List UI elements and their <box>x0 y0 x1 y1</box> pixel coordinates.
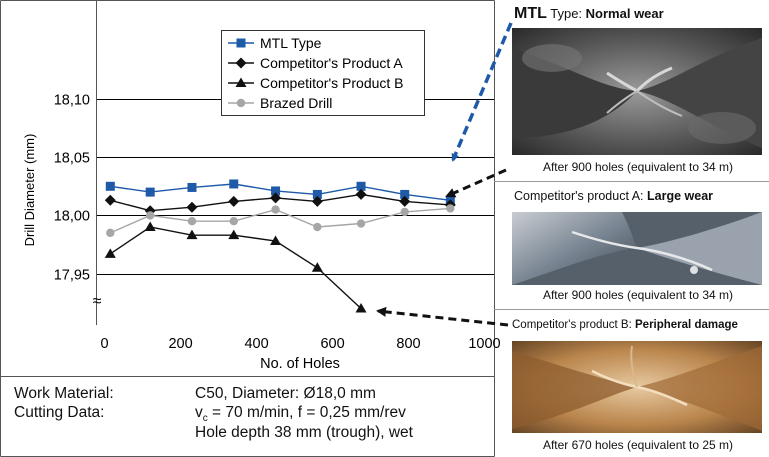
data-point-diamond <box>104 194 116 206</box>
data-point-circle <box>229 217 238 226</box>
work-material-label: Work Material: <box>14 385 114 402</box>
x-tick-label: 400 <box>244 336 268 352</box>
data-point-circle <box>145 211 155 220</box>
data-point-circle <box>271 205 280 214</box>
data-point-triangle <box>235 77 247 87</box>
x-axis-label: No. of Holes <box>260 356 340 372</box>
cutting-data-label: Cutting Data: <box>14 404 105 421</box>
data-point-diamond <box>311 195 323 207</box>
data-point-square <box>229 179 239 189</box>
panel-mtl-wear: Normal wear <box>585 6 664 21</box>
arrow-product-a <box>445 168 507 198</box>
panel-mtl-prefix: MTL <box>514 5 547 22</box>
panel-a-caption: After 900 holes (equivalent to 34 m) <box>542 288 734 302</box>
data-point-circle <box>187 217 197 226</box>
y-axis-label: Drill Diameter (mm) <box>22 134 37 247</box>
data-point-circle <box>400 207 409 217</box>
panel-a-wear: Large wear <box>647 189 714 203</box>
data-point-circle <box>356 219 366 228</box>
panel-b-wear: Peripheral damage <box>635 319 738 331</box>
series-brazed-drill <box>106 204 455 238</box>
data-point-triangle <box>355 303 367 313</box>
data-point-circle <box>446 204 455 213</box>
data-point-triangle <box>311 262 323 272</box>
y-tick-label: 17,95 <box>54 268 90 284</box>
data-point-square <box>400 189 410 199</box>
x-tick-label: 600 <box>320 336 344 352</box>
data-point-square <box>236 38 246 48</box>
series-line <box>110 193 451 212</box>
data-point-triangle <box>144 221 156 232</box>
data-point-square <box>271 186 281 196</box>
data-point-diamond <box>186 201 198 213</box>
x-tick-label: 800 <box>396 336 420 352</box>
legend-label: Competitor's Product A <box>260 55 403 71</box>
data-point-circle <box>106 228 115 238</box>
panel-b-name: Competitor's product B: <box>512 319 635 331</box>
data-point-diamond <box>399 195 411 207</box>
cutting-v-subscript: c <box>202 413 208 425</box>
cutting-data-value: vc = 70 m/min, f = 0,25 mm/rev <box>195 404 406 424</box>
data-point-triangle <box>104 248 116 258</box>
panel-b-heading: Competitor's product B: Peripheral damag… <box>512 319 738 331</box>
panel-a-name: Competitor's product A: <box>514 189 648 203</box>
data-point-square <box>145 187 155 197</box>
x-tick-labels: 0 200 400 600 800 1000 <box>101 336 501 352</box>
data-point-diamond <box>355 188 367 200</box>
y-tick-labels: 18,10 18,05 18,00 17,95 <box>54 93 90 284</box>
legend-box <box>221 30 425 116</box>
data-point-triangle <box>228 229 240 240</box>
work-material-value: C50, Diameter: Ø18,0 mm <box>195 385 376 402</box>
data-point-diamond <box>235 57 247 69</box>
photo-product-b-drill <box>512 341 762 433</box>
data-point-triangle <box>186 229 198 240</box>
series-group <box>104 179 456 313</box>
y-gridlines <box>97 99 494 275</box>
photo-product-a-drill <box>512 212 762 285</box>
data-point-diamond <box>228 195 240 207</box>
legend-label: Competitor's Product B <box>260 75 404 91</box>
y-tick-label: 18,00 <box>54 209 90 225</box>
series-line <box>109 226 362 310</box>
arrow-mtl <box>451 22 513 162</box>
x-tick-label: 0 <box>101 336 109 352</box>
cutting-params: = 70 m/min, f = 0,25 mm/rev <box>207 404 406 421</box>
photo-mtl-drill <box>512 28 762 155</box>
y-tick-label: 18,10 <box>54 93 90 109</box>
x-tick-label: 1000 <box>468 336 500 352</box>
data-point-circle <box>313 222 322 232</box>
hole-depth: Hole depth 38 mm (trough), wet <box>195 424 413 441</box>
data-point-square <box>187 182 197 192</box>
panel-mtl-heading: MTL Type: Normal wear <box>514 5 664 23</box>
legend-label: MTL Type <box>260 35 322 51</box>
y-tick-label: 18,05 <box>54 151 90 167</box>
axis-break-symbol: ≈ <box>93 293 102 310</box>
panel-mtl-type: Type: <box>546 6 586 21</box>
data-point-circle <box>236 98 246 108</box>
series-competitor-s-product-b <box>104 221 367 313</box>
data-point-diamond <box>270 192 282 204</box>
x-tick-label: 200 <box>168 336 192 352</box>
data-point-square <box>105 181 115 191</box>
panel-b-caption: After 670 holes (equivalent to 25 m) <box>542 438 734 452</box>
data-point-square <box>356 181 366 191</box>
arrow-product-b <box>376 306 509 327</box>
legend-label: Brazed Drill <box>260 95 332 111</box>
legend: MTL Type Competitor's Product A Competitor… <box>221 30 425 116</box>
data-point-triangle <box>270 235 282 246</box>
panel-a-heading: Competitor's product A: Large wear <box>514 189 713 203</box>
cutting-v: v <box>195 404 203 421</box>
data-point-square <box>312 189 322 199</box>
panel-mtl-caption: After 900 holes (equivalent to 34 m) <box>542 160 734 174</box>
